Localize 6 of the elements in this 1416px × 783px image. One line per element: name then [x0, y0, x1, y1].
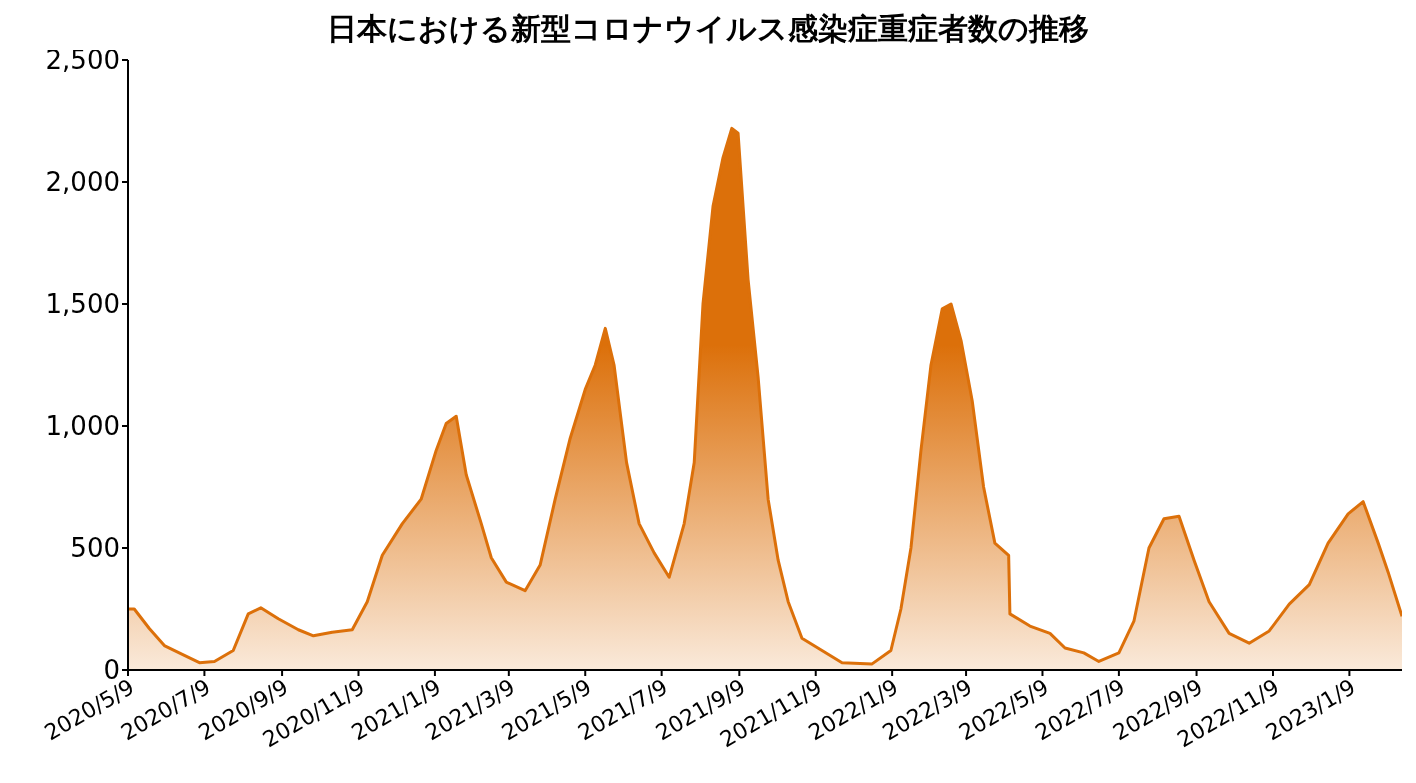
- y-tick-label: 500: [70, 533, 120, 564]
- chart-title: 日本における新型コロナウイルス感染症重症者数の推移: [327, 11, 1089, 46]
- y-tick-label: 1,500: [45, 289, 120, 320]
- y-tick-label: 2,000: [45, 167, 120, 198]
- y-tick-label: 1,000: [45, 411, 120, 442]
- y-tick-label: 2,500: [45, 45, 120, 76]
